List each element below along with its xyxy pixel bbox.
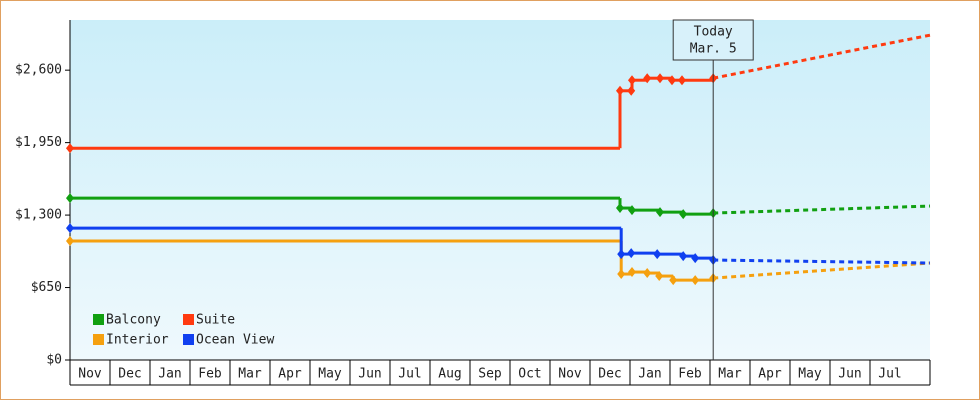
y-tick-label: $1,300 [15,208,62,223]
data-point [691,253,700,264]
x-tick-label: Jan [638,367,661,382]
y-tick-label: $0 [46,353,62,368]
data-point [66,143,74,154]
data-point [668,75,676,86]
legend-swatch [183,334,194,345]
data-point [617,269,626,280]
data-point [617,249,626,260]
data-point [66,236,74,247]
data-point [669,275,678,286]
data-point [66,193,74,204]
plot-area [70,20,930,360]
x-tick-label: Apr [758,367,782,382]
data-point [679,251,688,262]
data-point [616,203,624,214]
data-point [656,73,664,84]
x-tick-label: May [798,367,822,382]
x-tick-label: Oct [518,367,541,382]
x-tick-label: Mar [238,367,262,382]
series [66,236,931,286]
y-tick-label: $1,950 [15,135,62,150]
projection-line [713,258,931,265]
x-tick-label: Feb [198,367,222,382]
projection-line [712,33,931,80]
data-point [679,209,688,220]
x-tick-label: Jan [158,367,181,382]
x-tick-label: Aug [438,367,461,382]
data-point [628,75,636,86]
x-tick-label: Nov [558,367,582,382]
legend-label: Ocean View [196,333,274,348]
legend-swatch [93,334,104,345]
data-point [627,248,636,259]
data-point [643,268,652,279]
data-point [643,73,652,84]
today-box [672,19,754,61]
y-tick-label: $2,600 [15,63,62,78]
today-label: Today [694,25,733,40]
x-tick-label: Mar [718,367,742,382]
x-tick-label: Feb [678,367,702,382]
today-label: Mar. 5 [690,42,737,57]
data-point [678,75,686,86]
series [66,193,931,220]
x-tick-label: Dec [598,367,621,382]
x-tick-label: Nov [78,367,102,382]
legend-label: Interior [106,333,169,348]
data-point [628,267,636,278]
x-tick-label: Dec [118,367,141,382]
y-tick-label: $650 [31,280,62,295]
projection-line [713,204,931,215]
data-point [628,205,636,216]
data-point [691,275,700,286]
series [66,223,931,266]
legend-swatch [183,314,194,325]
x-tick-label: Apr [278,367,302,382]
data-point [656,207,664,218]
legend-label: Balcony [106,313,161,328]
x-tick-label: Jul [398,367,421,382]
legend-label: Suite [196,313,235,328]
data-point [653,249,662,260]
legend-swatch [93,314,104,325]
series [66,33,931,154]
projection-line [713,261,931,280]
data-point [66,223,74,234]
x-tick-label: May [318,367,342,382]
x-tick-label: Jun [358,367,381,382]
data-point [627,85,636,96]
data-point [655,271,664,282]
data-point [616,85,624,96]
x-tick-label: Jul [878,367,901,382]
x-tick-label: Jun [838,367,861,382]
x-tick-label: Sep [478,367,502,382]
